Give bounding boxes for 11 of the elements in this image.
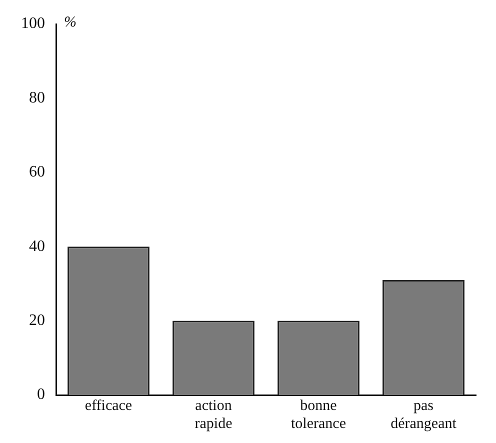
y-tick-label: 60 bbox=[29, 164, 45, 181]
y-tick-label: 0 bbox=[37, 386, 45, 404]
y-tick-label: 40 bbox=[29, 238, 45, 255]
y-tick-label: 100 bbox=[21, 15, 45, 32]
y-tick-label: 20 bbox=[29, 312, 45, 330]
x-tick-label: action rapide bbox=[194, 398, 233, 432]
y-tick-label: 80 bbox=[29, 89, 45, 106]
x-tick-label: efficace bbox=[84, 398, 132, 414]
x-tick-label: pas dérangeant bbox=[390, 398, 458, 432]
y-axis-title: % bbox=[64, 14, 76, 30]
x-tick-label: bonne tolerance bbox=[291, 398, 346, 432]
